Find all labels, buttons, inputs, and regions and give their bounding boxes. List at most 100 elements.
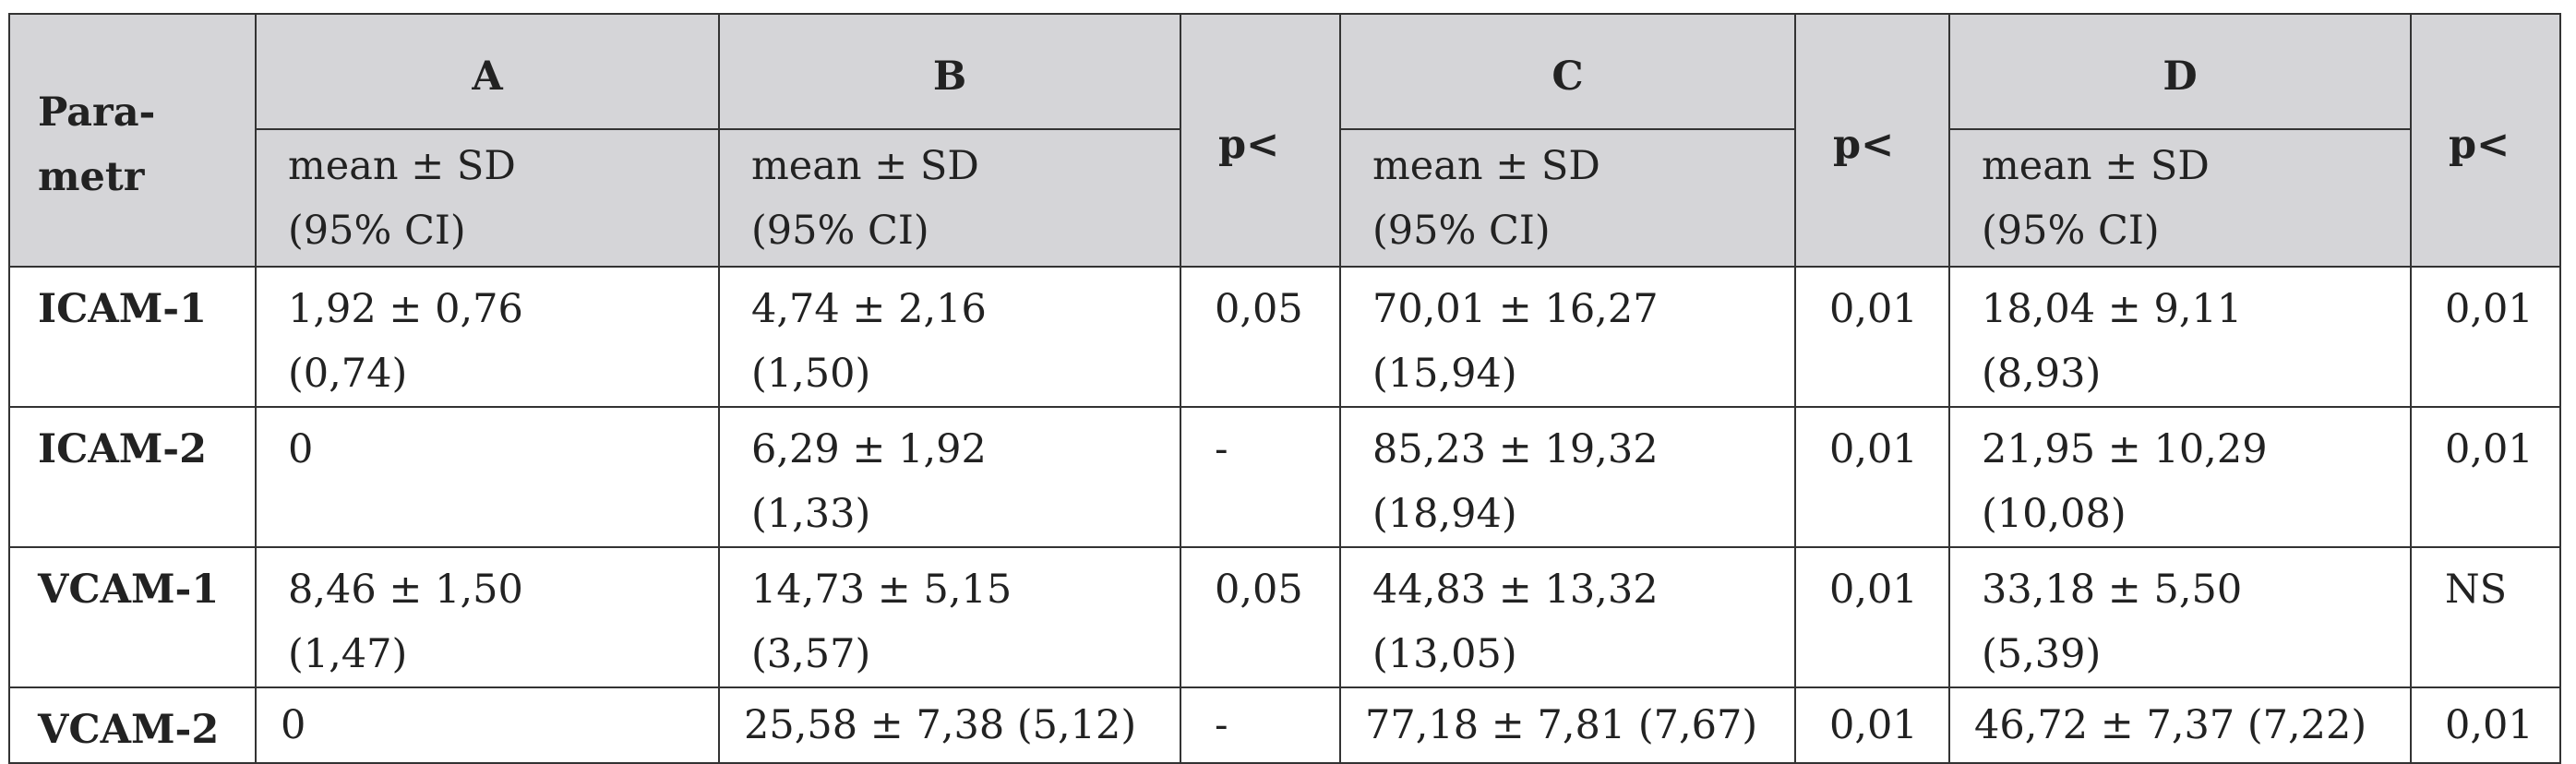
cell-line: 4,74 ± 2,16: [751, 286, 987, 332]
cell-line: mean ± SD: [1372, 143, 1600, 189]
cell-line: (13,05): [1372, 631, 1517, 677]
data-cell: 4,74 ± 2,16 (1,50): [718, 266, 1181, 408]
subheader: mean ± SD (95% CI): [255, 128, 720, 268]
cell-line: (95% CI): [751, 208, 929, 254]
cell-line: 6,29 ± 1,92: [751, 426, 987, 472]
table-body: ICAM-1 1,92 ± 0,76 (0,74) 4,74 ± 2,16 (1,50)…: [8, 266, 2561, 764]
cell-line: 85,23 ± 19,32: [1372, 426, 1659, 472]
cell-line: -: [1215, 702, 1228, 748]
data-cell: 21,95 ± 10,29 (10,08): [1948, 406, 2412, 548]
cell-line: 0,01: [1829, 567, 1918, 613]
cell-line: 18,04 ± 9,11: [1982, 286, 2243, 332]
data-cell: 0,05: [1180, 266, 1341, 408]
cell-line: NS: [2445, 567, 2508, 613]
row-label: ICAM-1: [8, 266, 257, 408]
data-cell: -: [1180, 686, 1341, 764]
cell-line: (18,94): [1372, 491, 1517, 537]
p-header: p<: [1180, 13, 1341, 268]
data-cell: 77,18 ± 7,81 (7,67): [1339, 686, 1796, 764]
data-cell: 14,73 ± 5,15 (3,57): [718, 546, 1181, 688]
data-cell: 0,01: [1794, 686, 1950, 764]
cell-line: 14,73 ± 5,15: [751, 567, 1012, 613]
cell-line: 0,01: [2445, 286, 2534, 332]
cell-line: 77,18 ± 7,81 (7,67): [1365, 702, 1758, 748]
cell-line: (0,74): [288, 351, 408, 397]
subheader: mean ± SD (95% CI): [1948, 128, 2412, 268]
cell-line: 8,46 ± 1,50: [288, 567, 523, 613]
data-cell: 0,01: [2410, 266, 2561, 408]
cell-line: 0,05: [1215, 286, 1303, 332]
group-header: C: [1339, 13, 1796, 130]
data-cell: 0: [255, 406, 720, 548]
row-label: VCAM-2: [8, 686, 257, 764]
p-header: p<: [1794, 13, 1950, 268]
data-cell: 0,01: [1794, 266, 1950, 408]
data-cell: 0: [255, 686, 720, 764]
cell-line: Para-: [38, 90, 156, 136]
cell-line: 25,58 ± 7,38 (5,12): [744, 702, 1137, 748]
data-cell: 46,72 ± 7,37 (7,22): [1948, 686, 2412, 764]
cell-line: 0: [281, 702, 306, 748]
data-cell: 70,01 ± 16,27 (15,94): [1339, 266, 1796, 408]
data-cell: 18,04 ± 9,11 (8,93): [1948, 266, 2412, 408]
cell-line: (95% CI): [288, 208, 466, 254]
cell-line: 0: [288, 426, 314, 472]
cell-line: 0,05: [1215, 567, 1303, 613]
p-header: p<: [2410, 13, 2561, 268]
cell-line: (15,94): [1372, 351, 1517, 397]
cell-line: metr: [38, 154, 145, 200]
cell-line: 44,83 ± 13,32: [1372, 567, 1659, 613]
cell-line: 0,01: [2445, 426, 2534, 472]
data-cell: 0,05: [1180, 546, 1341, 688]
data-cell: 8,46 ± 1,50 (1,47): [255, 546, 720, 688]
cell-line: 0,01: [1829, 286, 1918, 332]
cell-line: 0,01: [2445, 702, 2534, 748]
cell-line: (8,93): [1982, 351, 2102, 397]
cell-line: (1,33): [751, 491, 871, 537]
cell-line: mean ± SD: [288, 143, 516, 189]
cell-line: 70,01 ± 16,27: [1372, 286, 1659, 332]
parameter-header: Para-metr: [8, 13, 257, 268]
data-cell: 6,29 ± 1,92 (1,33): [718, 406, 1181, 548]
data-cell: 33,18 ± 5,50 (5,39): [1948, 546, 2412, 688]
data-cell: 0,01: [1794, 546, 1950, 688]
cell-line: 46,72 ± 7,37 (7,22): [1974, 702, 2367, 748]
data-cell: 1,92 ± 0,76 (0,74): [255, 266, 720, 408]
data-cell: -: [1180, 406, 1341, 548]
cell-line: (95% CI): [1372, 208, 1551, 254]
data-row: VCAM-1 8,46 ± 1,50 (1,47) 14,73 ± 5,15 (3,57…: [8, 546, 2561, 688]
cell-line: (1,50): [751, 351, 871, 397]
subheader: mean ± SD (95% CI): [1339, 128, 1796, 268]
group-header: D: [1948, 13, 2412, 130]
cell-line: (1,47): [288, 631, 408, 677]
subheader: mean ± SD (95% CI): [718, 128, 1181, 268]
data-cell: 25,58 ± 7,38 (5,12): [718, 686, 1181, 764]
data-cell: 0,01: [2410, 406, 2561, 548]
cell-line: (3,57): [751, 631, 871, 677]
cell-line: mean ± SD: [1982, 143, 2210, 189]
cell-line: (10,08): [1982, 491, 2127, 537]
cell-line: 21,95 ± 10,29: [1982, 426, 2268, 472]
row-label: ICAM-2: [8, 406, 257, 548]
cell-line: mean ± SD: [751, 143, 979, 189]
data-cell: NS: [2410, 546, 2561, 688]
cell-line: 1,92 ± 0,76: [288, 286, 523, 332]
cell-line: 33,18 ± 5,50: [1982, 567, 2243, 613]
group-header: A: [255, 13, 720, 130]
data-cell: 0,01: [2410, 686, 2561, 764]
cell-line: (5,39): [1982, 631, 2102, 677]
subheader-row: mean ± SD (95% CI) mean ± SD (95% CI) mean ±…: [9, 128, 2560, 268]
row-label: VCAM-1: [8, 546, 257, 688]
cell-line: 0,01: [1829, 702, 1918, 748]
data-row: VCAM-2 0 25,58 ± 7,38 (5,12) - 77,18 ± 7,81 …: [8, 686, 2561, 764]
data-cell: 85,23 ± 19,32 (18,94): [1339, 406, 1796, 548]
cell-line: (95% CI): [1982, 208, 2160, 254]
cell-line: 0,01: [1829, 426, 1918, 472]
data-row: ICAM-1 1,92 ± 0,76 (0,74) 4,74 ± 2,16 (1,50)…: [8, 266, 2561, 408]
data-row: ICAM-2 0 6,29 ± 1,92 (1,33) - 85,23 ± 19,32 (1…: [8, 406, 2561, 548]
data-cell: 0,01: [1794, 406, 1950, 548]
group-header: B: [718, 13, 1181, 130]
